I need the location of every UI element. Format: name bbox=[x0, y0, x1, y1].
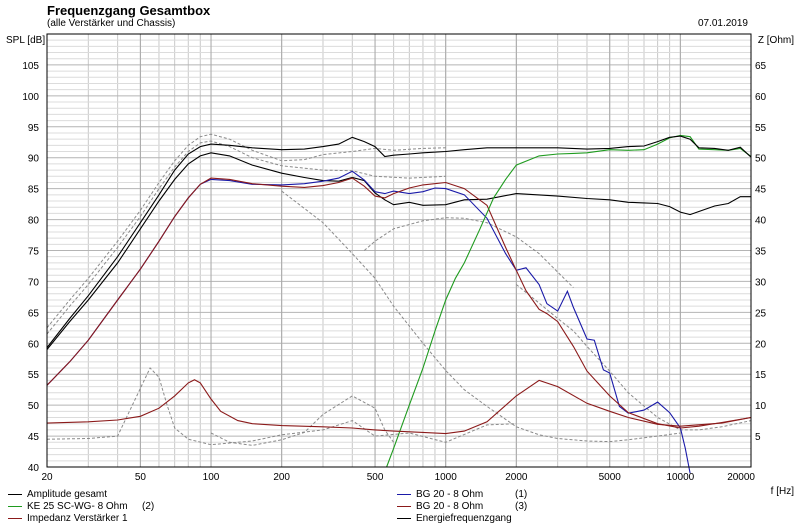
legend-swatch bbox=[397, 517, 411, 519]
y-tick-label: 70 bbox=[28, 277, 40, 288]
legend-item-amplitude: Amplitude gesamt bbox=[8, 489, 107, 500]
y2-tick-label: 50 bbox=[755, 154, 767, 165]
chart-date: 07.01.2019 bbox=[697, 18, 748, 29]
x-tick-label: 2000 bbox=[505, 472, 528, 483]
legend-swatch bbox=[397, 493, 411, 495]
reference-curve bbox=[46, 140, 446, 335]
x-tick-label: 10000 bbox=[666, 472, 694, 483]
legend-item-impedance: Impedanz Verstärker 1 bbox=[8, 513, 128, 524]
chart-subtitle: (alle Verstärker und Chassis) bbox=[47, 18, 176, 29]
series-line bbox=[46, 135, 752, 348]
y-tick-label: 65 bbox=[28, 308, 40, 319]
y2-tick-label: 35 bbox=[755, 247, 767, 258]
y-tick-label: 90 bbox=[28, 154, 40, 165]
axes: 40 45 50 55 60 65 70 75 80 85 90 95 100 105 5 10 15 20 25 3… bbox=[6, 33, 795, 497]
x-tick-label: 1000 bbox=[435, 472, 458, 483]
legend-label: BG 20 - 8 Ohm bbox=[416, 501, 484, 512]
legend-number: (3) bbox=[515, 501, 528, 512]
y2-tick-label: 55 bbox=[755, 123, 767, 134]
legend-item-bg20-3: BG 20 - 8 Ohm (3) bbox=[397, 501, 537, 512]
y2-axis-label: Z [Ohm] bbox=[758, 35, 794, 46]
y-tick-label: 85 bbox=[28, 185, 40, 196]
chart-title: Frequenzgang Gesamtbox bbox=[47, 3, 211, 18]
grid bbox=[46, 33, 752, 468]
legend-label: KE 25 SC-WG- 8 Ohm bbox=[27, 501, 128, 512]
series-lines bbox=[46, 134, 752, 474]
x-tick-label: 100 bbox=[203, 472, 220, 483]
y2-tick-label: 45 bbox=[755, 185, 767, 196]
x-tick-label: 200 bbox=[273, 472, 290, 483]
y-axis-label: SPL [dB] bbox=[6, 35, 45, 46]
y-tick-label: 55 bbox=[28, 370, 40, 381]
plot-frame bbox=[46, 33, 752, 468]
legend-number: (1) bbox=[515, 489, 528, 500]
reference-curve bbox=[210, 395, 395, 446]
legend-swatch bbox=[397, 505, 411, 507]
legend-label: Energiefrequenzgang bbox=[416, 513, 512, 524]
series-line bbox=[46, 379, 752, 435]
y-tick-label: 105 bbox=[22, 61, 39, 72]
y-tick-label: 80 bbox=[28, 216, 40, 227]
legend-swatch bbox=[8, 493, 22, 495]
reference-curves bbox=[46, 133, 752, 446]
y2-tick-label: 25 bbox=[755, 308, 767, 319]
y2-tick-label: 5 bbox=[755, 432, 761, 443]
series-line bbox=[46, 177, 752, 429]
y2-tick-label: 15 bbox=[755, 370, 767, 381]
reference-curve bbox=[46, 133, 446, 329]
series-line bbox=[46, 152, 751, 350]
y-tick-label: 45 bbox=[28, 432, 40, 443]
legend-label: Amplitude gesamt bbox=[27, 489, 108, 500]
y-tick-label: 95 bbox=[28, 123, 40, 134]
y2-tick-label: 60 bbox=[755, 92, 767, 103]
reference-curve bbox=[281, 190, 681, 443]
y2-tick-label: 40 bbox=[755, 216, 767, 227]
x-tick-label: 5000 bbox=[599, 472, 622, 483]
reference-curve bbox=[515, 284, 752, 431]
x-tick-label: 20 bbox=[41, 472, 53, 483]
y2-tick-label: 65 bbox=[755, 61, 767, 72]
y2-tick-label: 20 bbox=[755, 339, 767, 350]
y-tick-label: 100 bbox=[22, 92, 39, 103]
y2-tick-label: 10 bbox=[755, 401, 767, 412]
x-tick-label: 500 bbox=[367, 472, 384, 483]
y-tick-label: 60 bbox=[28, 339, 40, 350]
legend-number: (2) bbox=[142, 501, 155, 512]
x-axis-label: f [Hz] bbox=[771, 486, 795, 497]
y-tick-label: 40 bbox=[28, 463, 40, 474]
legend-swatch bbox=[8, 517, 22, 519]
y-tick-label: 50 bbox=[28, 401, 40, 412]
y-tick-label: 75 bbox=[28, 247, 40, 258]
y2-tick-label: 30 bbox=[755, 277, 767, 288]
reference-curve bbox=[363, 217, 574, 288]
x-tick-label: 50 bbox=[135, 472, 147, 483]
series-line bbox=[46, 170, 691, 474]
x-tick-label: 20000 bbox=[727, 472, 755, 483]
legend-item-bg20-1: BG 20 - 8 Ohm (1) bbox=[397, 489, 537, 500]
legend-swatch bbox=[8, 505, 22, 507]
legend-item-energy: Energiefrequenzgang bbox=[397, 513, 512, 524]
legend-item-ke25: KE 25 SC-WG- 8 Ohm (2) bbox=[8, 501, 158, 512]
legend-label: Impedanz Verstärker 1 bbox=[27, 513, 128, 524]
legend-label: BG 20 - 8 Ohm bbox=[416, 489, 484, 500]
